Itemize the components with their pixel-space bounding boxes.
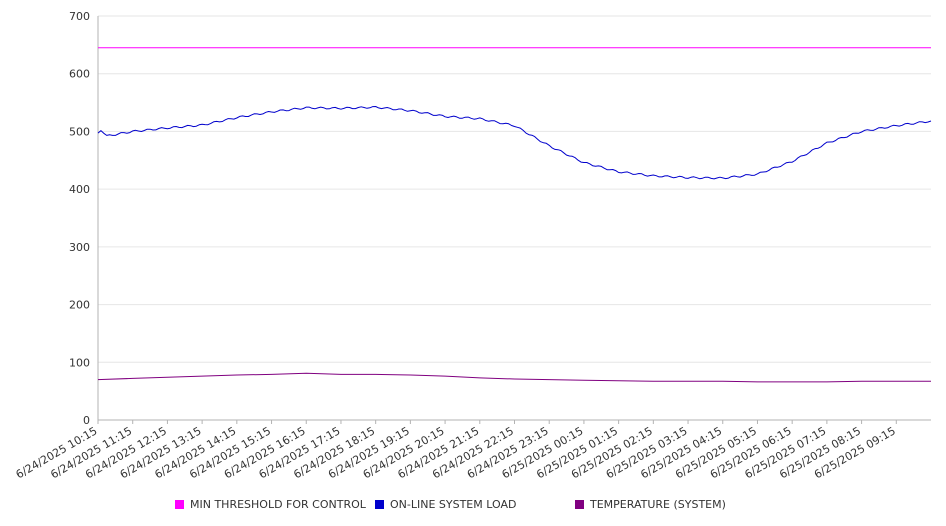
legend-item-temperature: TEMPERATURE (SYSTEM) — [575, 498, 726, 511]
legend-item-system-load: ON-LINE SYSTEM LOAD — [375, 498, 516, 511]
axes — [97, 16, 931, 421]
legend-swatch-min-threshold — [175, 500, 184, 509]
y-tick-label: 100 — [69, 356, 90, 369]
x-axis-ticks: 6/24/2025 10:156/24/2025 11:156/24/2025 … — [14, 420, 898, 481]
legend-label-min-threshold: MIN THRESHOLD FOR CONTROL — [190, 498, 366, 511]
legend-label-system-load: ON-LINE SYSTEM LOAD — [390, 498, 517, 511]
legend-label-temperature: TEMPERATURE (SYSTEM) — [590, 498, 726, 511]
legend: MIN THRESHOLD FOR CONTROL ON-LINE SYSTEM… — [0, 498, 946, 514]
series-line-on-line-system-load — [97, 106, 932, 180]
gridlines — [98, 15, 931, 363]
legend-swatch-temperature — [575, 500, 584, 509]
y-tick-label: 0 — [83, 414, 90, 427]
series-lines — [97, 47, 932, 383]
y-tick-label: 600 — [69, 68, 90, 81]
y-tick-label: 700 — [69, 10, 90, 23]
legend-swatch-system-load — [375, 500, 384, 509]
legend-item-min-threshold: MIN THRESHOLD FOR CONTROL — [175, 498, 366, 511]
y-tick-label: 500 — [69, 125, 90, 138]
y-tick-label: 200 — [69, 299, 90, 312]
series-line-temperature-system — [97, 372, 931, 383]
y-tick-label: 300 — [69, 241, 90, 254]
y-axis-ticks: 0 100 200 300 400 500 600 700 — [69, 10, 90, 427]
y-tick-label: 400 — [69, 183, 90, 196]
